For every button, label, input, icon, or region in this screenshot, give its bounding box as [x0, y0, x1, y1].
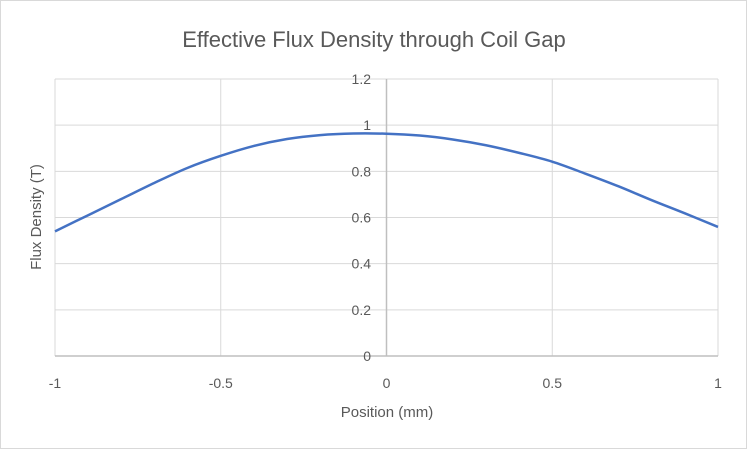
y-tick-label: 0.6 [352, 210, 372, 226]
x-tick-label: -1 [49, 375, 62, 391]
x-tick-label: 0.5 [543, 375, 563, 391]
y-tick-label: 0.2 [352, 302, 372, 318]
x-axis-title: Position (mm) [341, 404, 434, 421]
x-tick-label: 0 [383, 375, 391, 391]
y-tick-label: 0.8 [352, 163, 372, 179]
y-tick-label: 0 [363, 348, 371, 364]
x-tick-label: -0.5 [209, 375, 233, 391]
chart-title: Effective Flux Density through Coil Gap [182, 27, 566, 52]
y-tick-label: 0.4 [352, 256, 372, 272]
y-tick-label: 1.2 [352, 71, 372, 87]
series-line [54, 132, 719, 233]
y-axis-title: Flux Density (T) [28, 164, 45, 270]
x-tick-label: 1 [714, 375, 722, 391]
y-tick-label: 1 [363, 117, 371, 133]
